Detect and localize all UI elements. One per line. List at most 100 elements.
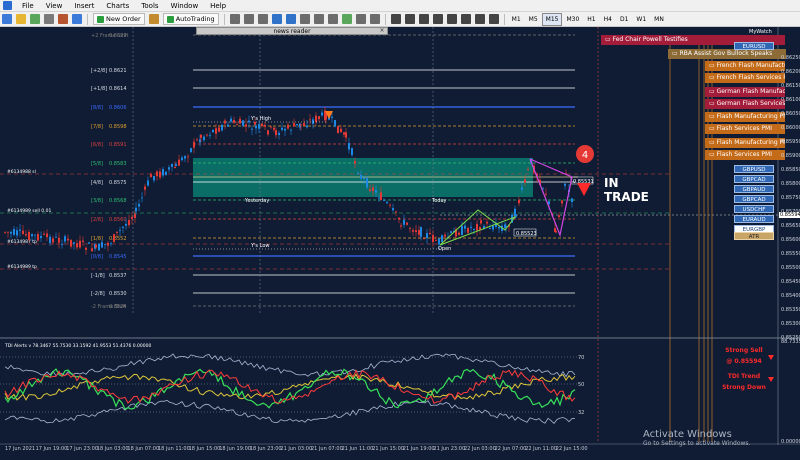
- periods-icon[interactable]: [355, 14, 366, 24]
- menu-window[interactable]: Window: [170, 1, 199, 10]
- candle-body: [153, 175, 155, 181]
- price-tick: 0.85950: [781, 139, 800, 145]
- menu-file[interactable]: File: [22, 1, 34, 10]
- candle-body: [116, 231, 118, 233]
- candle-body: [175, 164, 177, 167]
- candle-body: [331, 116, 333, 118]
- timeframe-mn[interactable]: MN: [654, 15, 664, 23]
- candle-body: [79, 240, 81, 248]
- news-event[interactable]: ▭ Flash Services PMI: [705, 124, 785, 134]
- news-event[interactable]: ▭ French Flash Manufacturing PMI: [705, 61, 785, 71]
- chart-shift-icon[interactable]: [327, 14, 338, 24]
- news-event[interactable]: ▭ Flash Services PMI: [705, 150, 785, 160]
- candle-body: [521, 187, 523, 190]
- meta-editor-icon[interactable]: [148, 14, 159, 24]
- time-tick: 22 Jun 03:00: [464, 446, 496, 452]
- news-event[interactable]: ▭ German Flash Manufacturing PMI: [705, 87, 785, 97]
- timeframe-h4[interactable]: H4: [603, 15, 612, 23]
- candle-body: [412, 230, 414, 232]
- candle-body: [122, 226, 124, 228]
- tile-windows-icon[interactable]: [299, 14, 310, 24]
- zoom-out-icon[interactable]: [285, 14, 296, 24]
- menu-help[interactable]: Help: [210, 1, 227, 10]
- navigator-icon[interactable]: [44, 14, 54, 24]
- chart-window[interactable]: +2 Frame Shift 0.8629 [+2/8] 0.8621 [+1/8] 0.…: [0, 27, 800, 460]
- tdi-level-label: 32: [578, 410, 584, 416]
- cursor-icon[interactable]: [390, 14, 401, 24]
- news-event[interactable]: ▭ Flash Manufacturing PMI: [705, 138, 785, 148]
- timeframe-m1[interactable]: M1: [511, 15, 521, 23]
- candle-body: [245, 124, 247, 127]
- candle-body: [91, 248, 93, 252]
- strong-down-label: Strong Down: [722, 384, 766, 391]
- candle-body: [450, 231, 452, 233]
- ys-high-label: Y's High: [250, 116, 271, 122]
- terminal-icon[interactable]: [58, 14, 68, 24]
- news-reader-bar[interactable]: news reader ×: [196, 27, 388, 35]
- crosshair-icon[interactable]: [404, 14, 415, 24]
- indicators-icon[interactable]: [341, 14, 352, 24]
- profiles-icon[interactable]: [16, 14, 26, 24]
- line-chart-icon[interactable]: [257, 14, 268, 24]
- pair-button-gbpaud[interactable]: GBPAUD: [734, 185, 774, 193]
- zoom-in-icon[interactable]: [271, 14, 282, 24]
- timeframe-m30[interactable]: M30: [566, 15, 580, 23]
- timeframe-m15[interactable]: M15: [541, 12, 563, 26]
- pair-button-usdchf[interactable]: USDCHF: [734, 205, 774, 213]
- news-event[interactable]: ▭ Fed Chair Powell Testifies: [601, 35, 785, 45]
- candle-body: [366, 178, 368, 188]
- templates-icon[interactable]: [369, 14, 380, 24]
- horizontal-line-icon[interactable]: [432, 14, 443, 24]
- timeframe-m5[interactable]: M5: [528, 15, 538, 23]
- candle-body: [224, 120, 226, 124]
- level-label: 0.85531: [573, 179, 594, 185]
- fibonacci-icon[interactable]: [474, 14, 485, 24]
- market-watch-icon[interactable]: [30, 14, 40, 24]
- menu-insert[interactable]: Insert: [74, 1, 95, 10]
- pair-button-gbpcad[interactable]: GBPCAD: [734, 195, 774, 203]
- bar-chart-icon[interactable]: [229, 14, 240, 24]
- channel-icon[interactable]: [460, 14, 471, 24]
- toolbar-divider: [384, 13, 386, 25]
- autoscroll-icon[interactable]: [313, 14, 324, 24]
- tester-icon[interactable]: [72, 14, 82, 24]
- news-event[interactable]: ▭ French Flash Services PMI: [705, 73, 785, 83]
- news-event[interactable]: ▭ German Flash Services PMI: [705, 99, 785, 109]
- candle-body: [536, 173, 538, 177]
- menu-tools[interactable]: Tools: [141, 1, 159, 10]
- vertical-line-icon[interactable]: [418, 14, 429, 24]
- new-order-button[interactable]: New Order: [93, 13, 145, 25]
- candle-body: [150, 174, 152, 178]
- timeframe-h1[interactable]: H1: [587, 15, 596, 23]
- murrey-label: -2 Frame Shift: [91, 304, 126, 310]
- candle-body: [483, 225, 485, 229]
- atr-button[interactable]: ATR: [734, 232, 774, 240]
- pair-button-euraud[interactable]: EURAUD: [734, 215, 774, 223]
- down-arrow-icon: [325, 111, 333, 119]
- candle-body: [162, 168, 164, 176]
- new-chart-icon[interactable]: [2, 14, 12, 24]
- menu-view[interactable]: View: [45, 1, 63, 10]
- text-tool-icon[interactable]: [488, 14, 499, 24]
- menu-charts[interactable]: Charts: [106, 1, 130, 10]
- toolbar-divider: [503, 13, 505, 25]
- candle-body: [40, 236, 42, 239]
- pair-button-gbpcad[interactable]: GBPCAD: [734, 175, 774, 183]
- candle-body: [321, 112, 323, 116]
- timeframe-d1[interactable]: D1: [619, 15, 629, 23]
- candle-body: [542, 187, 544, 189]
- news-event[interactable]: ▭ RBA Assist Gov Bullock Speaks: [668, 49, 786, 59]
- auto-trading-button[interactable]: AutoTrading: [162, 13, 219, 25]
- news-event[interactable]: ▭ Flash Manufacturing PMI: [705, 112, 785, 122]
- candle-body: [473, 228, 475, 230]
- pair-button-gbpusd[interactable]: GBPUSD: [734, 165, 774, 173]
- timeframe-w1[interactable]: W1: [636, 15, 647, 23]
- close-icon[interactable]: ×: [379, 27, 385, 34]
- trendline-icon[interactable]: [446, 14, 457, 24]
- candle-body: [209, 134, 211, 136]
- pair-button-eurusd[interactable]: EURUSD: [734, 42, 774, 50]
- candle-body: [548, 201, 550, 205]
- candlestick-icon[interactable]: [243, 14, 254, 24]
